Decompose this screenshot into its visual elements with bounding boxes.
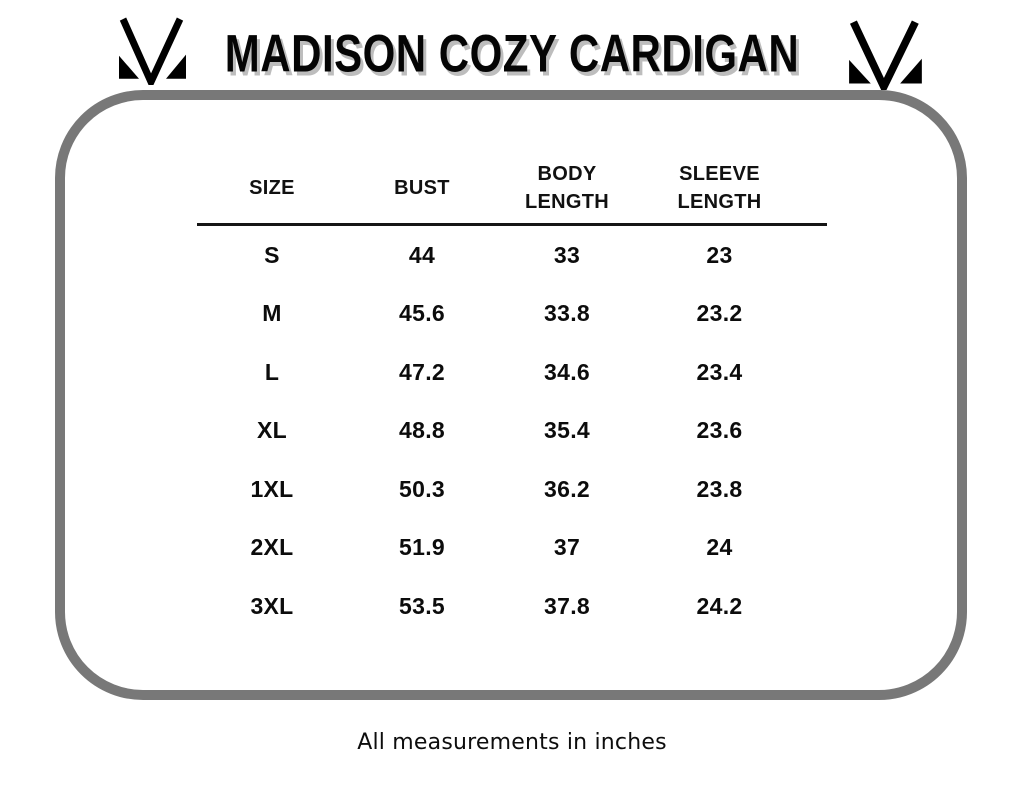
table-row: 2XL 51.9 37 24 (197, 519, 827, 578)
body-length-value: 37.8 (544, 592, 590, 619)
column-header-bust: BUST (394, 176, 450, 199)
brand-monogram-icon (118, 17, 188, 91)
column-header-sleeve-length: SLEEVE LENGTH (677, 162, 762, 213)
body-length-value: 33 (553, 241, 581, 268)
sleeve-length-value: 23.2 (696, 300, 743, 327)
sleeve-length-value: 23.6 (696, 417, 743, 444)
sleeve-length-value: 23.4 (696, 358, 743, 385)
size-label: M (262, 300, 282, 327)
brand-monogram-icon (848, 20, 924, 96)
bust-value: 53.5 (399, 592, 445, 619)
sleeve-length-value: 23 (706, 241, 733, 268)
size-label: XL (257, 417, 287, 444)
sleeve-length-value: 24.2 (696, 592, 743, 619)
size-label: 1XL (250, 475, 294, 502)
body-length-value: 33.8 (544, 300, 590, 327)
bust-value: 45.6 (399, 300, 445, 327)
table-row: 3XL 53.5 37.8 24.2 (197, 577, 827, 636)
size-table: SIZE BUST BODY LENGTH SLEEVE LENGTH S 44… (197, 152, 827, 636)
size-chart-frame (55, 90, 967, 700)
table-row: L 47.2 34.6 23.4 (197, 343, 827, 402)
body-length-value: 34.6 (544, 358, 590, 385)
bust-value: 47.2 (399, 358, 445, 385)
table-header-row: SIZE BUST BODY LENGTH SLEEVE LENGTH (197, 152, 827, 226)
table-row: 1XL 50.3 36.2 23.8 (197, 460, 827, 519)
table-row: S 44 33 23 (197, 226, 827, 285)
bust-value: 51.9 (399, 534, 445, 561)
sleeve-length-value: 23.8 (696, 475, 743, 502)
table-row: XL 48.8 35.4 23.6 (197, 402, 827, 461)
brand-header: MADISON COZY CARDIGAN (0, 0, 1024, 110)
table-row: M 45.6 33.8 23.2 (197, 285, 827, 344)
sleeve-length-value: 24 (706, 534, 733, 561)
bust-value: 48.8 (399, 417, 445, 444)
column-header-body-length: BODY LENGTH (524, 162, 610, 213)
size-label: L (264, 358, 280, 385)
size-label: 3XL (250, 592, 294, 619)
measurements-note: All measurements in inches (357, 730, 667, 755)
column-header-size: SIZE (249, 176, 295, 199)
size-label: S (264, 241, 280, 268)
page-title: MADISON COZY CARDIGAN (224, 24, 800, 83)
body-length-value: 37 (553, 534, 581, 561)
body-length-value: 35.4 (544, 417, 590, 444)
body-length-value: 36.2 (544, 475, 590, 502)
size-label: 2XL (250, 534, 294, 561)
bust-value: 44 (408, 241, 436, 268)
bust-value: 50.3 (399, 475, 445, 502)
